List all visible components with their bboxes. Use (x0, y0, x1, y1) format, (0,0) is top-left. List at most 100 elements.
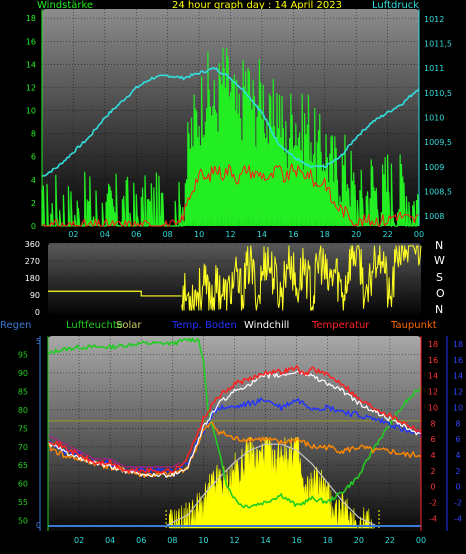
wind-gust-line (41, 163, 420, 227)
xtick-1: 04 (100, 230, 110, 239)
clim-xtick-1: 04 (105, 536, 115, 545)
xtick-9: 20 (351, 230, 361, 239)
xtick-6: 14 (257, 230, 267, 239)
xtick-10: 22 (382, 230, 392, 239)
solar-series (165, 437, 380, 529)
ytick-right-0: 1008 (424, 212, 444, 221)
legend-taupunkt: Taupunkt (391, 320, 437, 331)
clim-xtick-2: 06 (136, 536, 146, 545)
xtick-2: 06 (131, 230, 141, 239)
temp-ytick-5: 6 (430, 435, 435, 444)
humidity-line (48, 337, 422, 509)
right-axis-label: Luftdruck (372, 0, 420, 11)
clim-xtick-0: 02 (74, 536, 84, 545)
ground-ytick-10: 16 (453, 356, 463, 365)
xtick-7: 16 (288, 230, 298, 239)
compass-o: O (436, 287, 445, 300)
ytick-left-1: 2 (31, 199, 36, 208)
ytick-left-5: 10 (26, 107, 36, 116)
ytick-right-4: 1010 (424, 114, 444, 123)
temp-ytick-2: 0 (430, 483, 435, 492)
ground-ytick-6: 8 (455, 419, 460, 428)
hum-ytick-4: 70 (18, 443, 28, 452)
ytick-right-8: 1012 (424, 15, 444, 24)
ground-ytick-0: -4 (454, 514, 462, 523)
ground-ytick-4: 4 (455, 451, 460, 460)
pressure-line (41, 66, 420, 178)
temperature-line (47, 365, 422, 474)
clim-xtick-8: 18 (323, 536, 333, 545)
temp-ytick-1: -2 (429, 499, 437, 508)
compass-n-bottom: N (435, 303, 444, 316)
ytick-left-6: 12 (26, 83, 36, 92)
ytick-left-7: 14 (26, 60, 36, 69)
temp-ytick-6: 8 (430, 419, 435, 428)
dir-ytick-0: 0 (35, 308, 40, 317)
xtick-11: 00 (414, 230, 424, 239)
compass-n-top: N (435, 239, 444, 252)
climate-ticks: 5055606570758085909550-4-202468101214161… (18, 337, 463, 545)
ytick-left-4: 8 (31, 130, 36, 139)
ytick-right-7: 1011,5 (424, 40, 452, 49)
xtick-0: 02 (68, 230, 78, 239)
windchill-line (47, 370, 422, 478)
legend-solar: Solar (116, 320, 142, 331)
legend-windchill: Windchill (244, 320, 290, 331)
clim-xtick-10: 22 (385, 536, 395, 545)
hum-ytick-5: 75 (18, 424, 28, 433)
left-axis-label: Windstärke (37, 0, 94, 11)
ground-ytick-9: 14 (453, 372, 463, 381)
wind-pressure-lines (41, 66, 420, 227)
solar-area (168, 437, 375, 529)
wind-direction-noisy (181, 245, 422, 311)
rain-ytick-top: 5 (36, 337, 41, 346)
ytick-right-5: 1010,5 (424, 89, 452, 98)
legend-luftfeuchte: Luftfeuchte (66, 320, 123, 331)
ytick-right-3: 1009,5 (424, 138, 452, 147)
temp-ytick-7: 10 (428, 403, 438, 412)
clim-xtick-7: 16 (292, 536, 302, 545)
legend-temperatur: Temperatur (312, 320, 370, 331)
dir-ytick-3: 270 (25, 257, 40, 266)
early-temp-overlay (47, 434, 181, 468)
wind-direction-ticks: 0 90 180 270 360 (25, 240, 40, 317)
clim-xtick-3: 08 (167, 536, 177, 545)
ground-ytick-2: 0 (455, 483, 460, 492)
solar-clear-sky-line (164, 443, 380, 528)
wind-speed-line (41, 47, 420, 228)
temp-ytick-0: -4 (429, 514, 437, 523)
xtick-3: 08 (163, 230, 173, 239)
climate-lines (47, 337, 422, 528)
legend-regen: Regen (0, 320, 32, 331)
hum-ytick-8: 90 (18, 369, 28, 378)
hum-ytick-7: 85 (18, 387, 28, 396)
ground-ytick-7: 10 (453, 403, 463, 412)
hum-ytick-2: 60 (18, 480, 28, 489)
legend-temp-boden: Temp. Boden (172, 320, 237, 331)
xtick-8: 18 (320, 230, 330, 239)
temp-ytick-8: 12 (428, 388, 438, 397)
dir-ytick-4: 360 (25, 240, 40, 249)
temp-ytick-9: 14 (428, 372, 438, 381)
clim-xtick-5: 12 (229, 536, 239, 545)
wind-direction-steady (48, 290, 182, 297)
wind-speed-series (41, 47, 420, 228)
temp-ytick-11: 18 (428, 340, 438, 349)
ground-ytick-5: 6 (455, 435, 460, 444)
clim-xtick-9: 20 (354, 536, 364, 545)
dir-ytick-2: 180 (25, 274, 40, 283)
clim-xtick-4: 10 (198, 536, 208, 545)
temp-ytick-3: 2 (430, 467, 435, 476)
ground-ytick-11: 18 (453, 340, 463, 349)
hum-ytick-3: 65 (18, 461, 28, 470)
clim-xtick-11: 00 (416, 536, 426, 545)
hum-ytick-9: 95 (18, 350, 28, 359)
ytick-right-2: 1009 (424, 163, 444, 172)
ytick-right-6: 1011 (424, 64, 444, 73)
clim-xtick-6: 14 (260, 536, 270, 545)
ytick-right-1: 1008,5 (424, 187, 452, 196)
rain-ytick-bottom: 0 (36, 521, 41, 530)
temp-ytick-4: 4 (430, 451, 435, 460)
chart-title: 24 hour graph day : 14 April 2023 (172, 0, 342, 11)
